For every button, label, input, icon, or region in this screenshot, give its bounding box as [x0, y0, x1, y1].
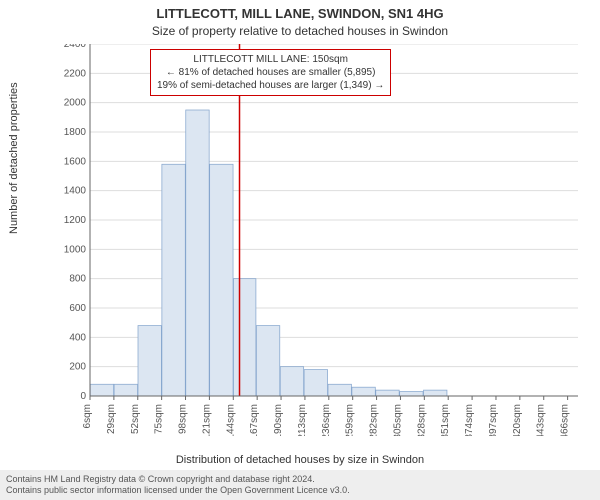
svg-text:200: 200: [69, 362, 86, 373]
svg-text:52sqm: 52sqm: [130, 404, 141, 434]
histogram-bar: [328, 384, 351, 396]
histogram-svg: 0 200 400 600 800 1000 1200 1400 1600 1800 2000 220…: [60, 44, 578, 436]
histogram-bar: [138, 326, 161, 396]
svg-text:397sqm: 397sqm: [488, 404, 499, 436]
annotation-line-1: LITTLECOTT MILL LANE: 150sqm: [157, 53, 384, 66]
histogram-bar: [280, 367, 303, 396]
svg-text:1400: 1400: [64, 186, 87, 197]
svg-text:98sqm: 98sqm: [178, 404, 189, 434]
x-axis-ticks: 6sqm 29sqm 52sqm 75sqm 98sqm 121sqm 144sqm 167s…: [82, 396, 571, 436]
histogram-bar: [162, 164, 185, 396]
annotation-line-2: ← 81% of detached houses are smaller (5,…: [157, 66, 384, 79]
svg-text:1600: 1600: [64, 156, 87, 167]
svg-text:259sqm: 259sqm: [345, 404, 356, 436]
svg-text:213sqm: 213sqm: [297, 404, 308, 436]
svg-text:328sqm: 328sqm: [416, 404, 427, 436]
svg-text:800: 800: [69, 274, 86, 285]
svg-text:1800: 1800: [64, 127, 87, 138]
footer-line-1: Contains HM Land Registry data © Crown c…: [6, 474, 594, 485]
plot-area: 0200400600800100012001400160018002000220…: [60, 44, 578, 396]
footer-line-2: Contains public sector information licen…: [6, 485, 594, 496]
svg-text:1000: 1000: [64, 244, 87, 255]
histogram-bar: [90, 384, 113, 396]
svg-text:167sqm: 167sqm: [249, 404, 260, 436]
x-axis-label: Distribution of detached houses by size …: [0, 454, 600, 466]
marker-annotation-box: LITTLECOTT MILL LANE: 150sqm ← 81% of de…: [150, 49, 391, 96]
svg-text:6sqm: 6sqm: [82, 404, 93, 428]
histogram-bar: [352, 387, 375, 396]
histogram-bar: [186, 110, 209, 396]
histogram-bar: [256, 326, 279, 396]
svg-text:2000: 2000: [64, 98, 87, 109]
svg-text:2200: 2200: [64, 68, 87, 79]
svg-text:600: 600: [69, 303, 86, 314]
y-axis-ticks: 0 200 400 600 800 1000 1200 1400 1600 1800 2000 220…: [64, 44, 87, 402]
svg-text:400: 400: [69, 332, 86, 343]
svg-text:190sqm: 190sqm: [273, 404, 284, 436]
svg-text:29sqm: 29sqm: [106, 404, 117, 434]
svg-text:305sqm: 305sqm: [392, 404, 403, 436]
svg-text:2400: 2400: [64, 44, 87, 50]
svg-text:443sqm: 443sqm: [536, 404, 547, 436]
svg-text:420sqm: 420sqm: [512, 404, 523, 436]
svg-text:351sqm: 351sqm: [440, 404, 451, 436]
histogram-bar: [424, 390, 447, 396]
svg-text:75sqm: 75sqm: [154, 404, 165, 434]
histogram-bar: [234, 279, 256, 396]
histogram-bar: [400, 392, 423, 396]
chart-subtitle: Size of property relative to detached ho…: [0, 24, 600, 38]
svg-text:236sqm: 236sqm: [321, 404, 332, 436]
svg-text:1200: 1200: [64, 215, 87, 226]
svg-text:466sqm: 466sqm: [560, 404, 571, 436]
histogram-bar: [304, 370, 327, 396]
annotation-line-3: 19% of semi-detached houses are larger (…: [157, 79, 384, 92]
svg-text:282sqm: 282sqm: [369, 404, 380, 436]
histogram-bar: [114, 384, 137, 396]
attribution-footer: Contains HM Land Registry data © Crown c…: [0, 470, 600, 500]
svg-text:144sqm: 144sqm: [225, 404, 236, 436]
svg-text:121sqm: 121sqm: [201, 404, 212, 436]
chart-title-address: LITTLECOTT, MILL LANE, SWINDON, SN1 4HG: [0, 6, 600, 21]
svg-text:0: 0: [80, 391, 86, 402]
histogram-bar: [376, 390, 399, 396]
svg-text:374sqm: 374sqm: [464, 404, 475, 436]
y-axis-label: Number of detached properties: [8, 82, 20, 234]
histogram-bar: [210, 164, 233, 396]
chart-container: { "title_line1": "LITTLECOTT, MILL LANE,…: [0, 0, 600, 500]
histogram-bars: [90, 110, 447, 396]
